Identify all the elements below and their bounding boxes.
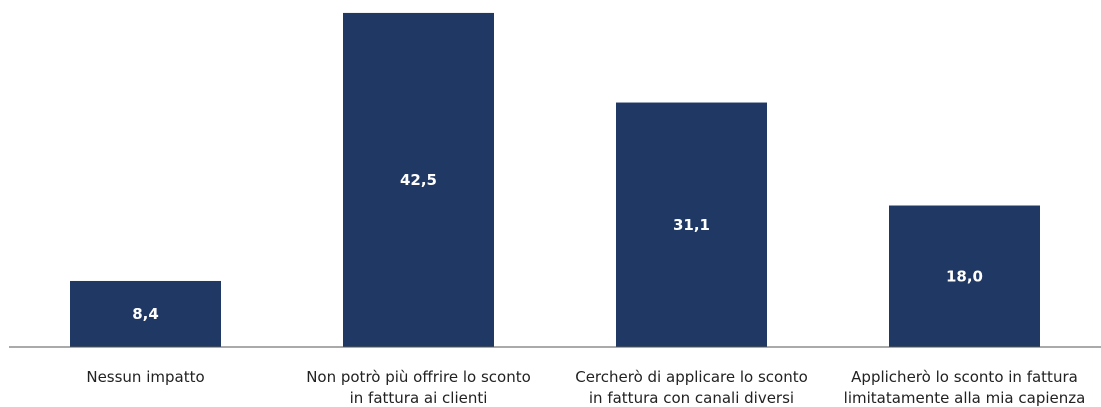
x-tick-label: Non potrò più offrire lo sconto in fattur…	[306, 368, 531, 407]
x-tick-label: Applicherò lo sconto in fattura limitatam…	[844, 368, 1086, 407]
x-tick-label: Nessun impatto	[86, 368, 204, 386]
data-label: 31,1	[673, 215, 710, 233]
x-tick-label: Cercherò di applicare lo sconto in fattur…	[575, 368, 808, 407]
bar	[616, 102, 767, 347]
bar	[889, 205, 1040, 347]
bar	[70, 280, 221, 347]
data-label: 18,0	[946, 267, 983, 285]
data-label: 8,4	[132, 304, 159, 322]
data-label: 42,5	[400, 170, 437, 188]
bar	[343, 12, 494, 347]
